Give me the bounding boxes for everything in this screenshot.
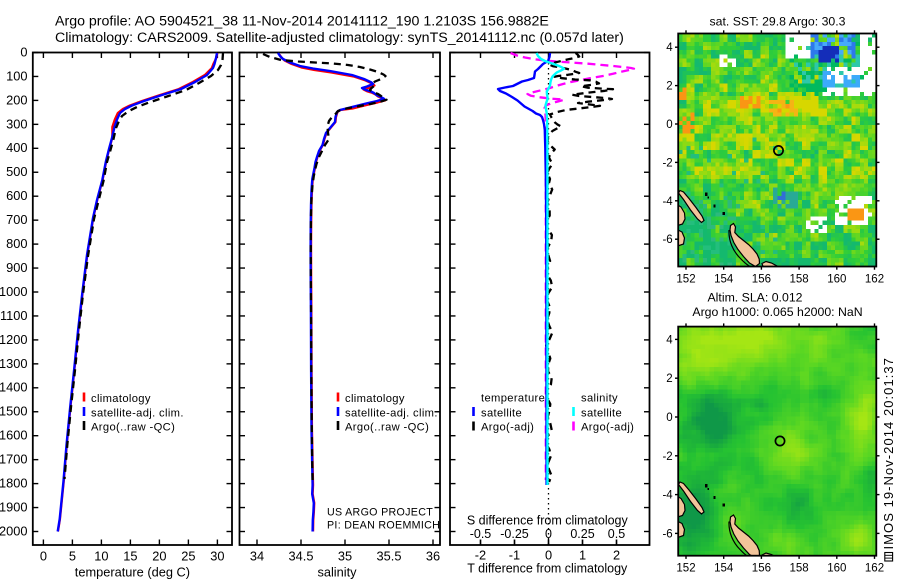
svg-text:162: 162 xyxy=(865,563,884,575)
svg-text:2000: 2000 xyxy=(0,523,28,538)
svg-text:0: 0 xyxy=(666,119,672,131)
svg-text:-2: -2 xyxy=(662,157,672,169)
svg-text:100: 100 xyxy=(6,68,27,83)
svg-text:Altim. SLA: 0.012: Altim. SLA: 0.012 xyxy=(707,291,802,305)
svg-text:152: 152 xyxy=(676,563,695,575)
svg-text:IMOS 19-Nov-2014 20:01:37: IMOS 19-Nov-2014 20:01:37 xyxy=(881,357,896,549)
svg-text:0.25: 0.25 xyxy=(570,527,594,541)
svg-text:1400: 1400 xyxy=(0,380,28,395)
svg-text:-1: -1 xyxy=(509,548,520,563)
svg-text:0: 0 xyxy=(20,44,27,59)
svg-text:35.5: 35.5 xyxy=(377,549,402,564)
svg-text:1900: 1900 xyxy=(0,499,28,514)
svg-text:35: 35 xyxy=(338,549,352,564)
svg-text:5: 5 xyxy=(69,549,76,564)
svg-text:satellite-adj. clim.: satellite-adj. clim. xyxy=(91,408,184,420)
svg-text:0: 0 xyxy=(666,412,672,424)
svg-text:156: 156 xyxy=(752,274,771,286)
svg-text:satellite: satellite xyxy=(481,408,522,420)
svg-text:Argo(-adj): Argo(-adj) xyxy=(581,422,634,434)
svg-text:salinity: salinity xyxy=(581,393,618,405)
svg-text:36: 36 xyxy=(426,549,440,564)
svg-text:US ARGO PROJECT: US ARGO PROJECT xyxy=(327,507,433,519)
svg-text:Argo profile: AO 5904521_38 11: Argo profile: AO 5904521_38 11-Nov-2014 … xyxy=(55,14,549,30)
svg-text:600: 600 xyxy=(6,188,27,203)
svg-text:158: 158 xyxy=(790,274,809,286)
svg-text:1800: 1800 xyxy=(0,476,28,491)
svg-text:4: 4 xyxy=(666,334,673,346)
svg-text:400: 400 xyxy=(6,140,27,155)
svg-text:4: 4 xyxy=(666,42,673,54)
svg-text:700: 700 xyxy=(6,212,27,227)
svg-text:-4: -4 xyxy=(662,490,673,502)
svg-text:Argo(..raw -QC): Argo(..raw -QC) xyxy=(91,422,175,434)
svg-text:20: 20 xyxy=(152,549,166,564)
svg-text:154: 154 xyxy=(714,563,734,575)
svg-text:1300: 1300 xyxy=(0,356,28,371)
svg-text:200: 200 xyxy=(6,92,27,107)
svg-text:-6: -6 xyxy=(662,234,672,246)
svg-text:1000: 1000 xyxy=(0,284,28,299)
svg-text:30: 30 xyxy=(210,549,224,564)
svg-text:Climatology: CARS2009. Satelli: Climatology: CARS2009. Satellite-adjuste… xyxy=(55,30,624,46)
svg-text:-0.25: -0.25 xyxy=(500,527,529,541)
svg-text:-6: -6 xyxy=(662,528,672,540)
svg-text:162: 162 xyxy=(865,274,884,286)
svg-text:satellite: satellite xyxy=(581,408,622,420)
svg-text:0: 0 xyxy=(545,548,552,563)
svg-text:2: 2 xyxy=(666,373,672,385)
svg-text:1600: 1600 xyxy=(0,428,28,443)
svg-text:Argo h1000: 0.065 h2000: NaN: Argo h1000: 0.065 h2000: NaN xyxy=(692,305,862,319)
svg-text:Argo(-adj): Argo(-adj) xyxy=(481,422,534,434)
svg-text:300: 300 xyxy=(6,116,27,131)
svg-text:156: 156 xyxy=(752,563,771,575)
svg-text:-4: -4 xyxy=(662,196,673,208)
svg-text:2: 2 xyxy=(613,548,620,563)
svg-text:-2: -2 xyxy=(475,548,486,563)
svg-text:0.5: 0.5 xyxy=(608,527,625,541)
svg-text:climatology: climatology xyxy=(345,393,405,405)
svg-text:15: 15 xyxy=(123,549,137,564)
svg-text:S difference from climatology: S difference from climatology xyxy=(467,514,629,528)
svg-text:temperature: temperature xyxy=(481,393,545,405)
svg-text:1500: 1500 xyxy=(0,404,28,419)
svg-text:PI: DEAN ROEMMICH: PI: DEAN ROEMMICH xyxy=(327,520,440,532)
svg-text:34: 34 xyxy=(250,549,264,564)
svg-text:satellite-adj. clim.: satellite-adj. clim. xyxy=(345,408,438,420)
svg-text:climatology: climatology xyxy=(91,393,151,405)
svg-text:34.5: 34.5 xyxy=(289,549,314,564)
svg-text:0: 0 xyxy=(40,549,47,564)
svg-text:1100: 1100 xyxy=(0,308,28,323)
svg-text:Argo(..raw -QC): Argo(..raw -QC) xyxy=(345,422,429,434)
svg-text:158: 158 xyxy=(790,563,809,575)
svg-text:1200: 1200 xyxy=(0,332,28,347)
svg-text:160: 160 xyxy=(827,563,846,575)
svg-text:salinity: salinity xyxy=(317,565,357,580)
svg-text:-2: -2 xyxy=(662,451,672,463)
svg-text:160: 160 xyxy=(827,274,846,286)
svg-text:sat. SST: 29.8 Argo: 30.3: sat. SST: 29.8 Argo: 30.3 xyxy=(709,15,845,29)
svg-text:154: 154 xyxy=(714,274,734,286)
svg-text:10: 10 xyxy=(94,549,108,564)
svg-text:800: 800 xyxy=(6,236,27,251)
svg-text:152: 152 xyxy=(676,274,695,286)
svg-text:25: 25 xyxy=(181,549,195,564)
svg-text:900: 900 xyxy=(6,260,27,275)
svg-text:1: 1 xyxy=(579,548,586,563)
svg-text:1700: 1700 xyxy=(0,452,28,467)
svg-text:500: 500 xyxy=(6,164,27,179)
svg-text:T difference from climatology: T difference from climatology xyxy=(467,562,628,576)
svg-text:temperature (deg C): temperature (deg C) xyxy=(75,565,190,580)
svg-text:2: 2 xyxy=(666,81,672,93)
svg-text:-0.5: -0.5 xyxy=(470,527,492,541)
